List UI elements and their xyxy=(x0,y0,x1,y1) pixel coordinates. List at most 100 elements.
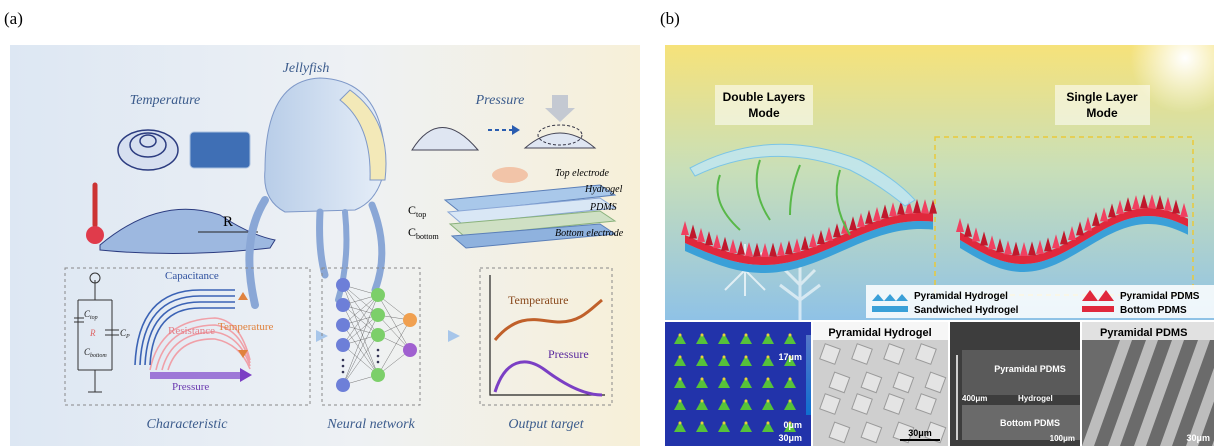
pressure-label: Pressure xyxy=(172,381,209,393)
resistance-curve xyxy=(149,317,251,371)
bottom-electrode xyxy=(450,223,617,249)
legend-swatch xyxy=(872,294,908,301)
c-bottom-label: Cbottom xyxy=(408,225,439,241)
nn-node xyxy=(336,318,350,332)
panel-label: (b) xyxy=(660,9,680,28)
pyramid xyxy=(1132,195,1140,210)
map-peak xyxy=(788,399,792,403)
map-pyramid xyxy=(718,421,730,432)
nn-edge xyxy=(377,294,411,351)
legend-label: Pyramidal Hydrogel xyxy=(914,291,1008,302)
r-label: R xyxy=(223,214,233,230)
hydrogel-strand xyxy=(835,169,851,236)
arrow-head xyxy=(512,125,520,135)
spiral-disc xyxy=(117,129,179,171)
pyramid xyxy=(761,242,769,257)
map-peak xyxy=(678,355,682,359)
pyramid xyxy=(1180,202,1188,217)
press-zone xyxy=(537,124,583,146)
pyramid xyxy=(1116,199,1124,214)
map-peak xyxy=(744,399,748,403)
map-pyramid xyxy=(740,355,752,366)
image-title-bg xyxy=(813,322,948,340)
pyramid xyxy=(825,226,833,241)
pyramid xyxy=(964,222,972,237)
pyramid xyxy=(905,199,913,214)
pressure-title: Pressure xyxy=(475,93,525,108)
pdms-ridge xyxy=(1108,340,1158,446)
map-pyramid xyxy=(740,333,752,344)
nn-node xyxy=(403,313,417,327)
panel-label: (a) xyxy=(4,9,23,28)
capacitance-curve xyxy=(149,307,235,366)
map-peak xyxy=(744,421,748,425)
pyramid xyxy=(793,238,801,253)
map-peak xyxy=(766,421,770,425)
temperature-label: Temperature xyxy=(218,321,274,333)
scale-bar: 30μm xyxy=(908,428,932,438)
pyramid-well xyxy=(851,393,873,415)
jellyfish-layer xyxy=(339,89,387,181)
pyramid-well xyxy=(860,421,883,444)
pdms-ridge xyxy=(1082,340,1132,446)
pyramid xyxy=(745,242,753,257)
pyramid xyxy=(785,240,793,255)
nn-edge xyxy=(342,294,379,326)
layer-text: Hydrogel xyxy=(1018,394,1053,403)
map-pyramid xyxy=(740,399,752,410)
tentacle xyxy=(368,201,386,294)
pyramid xyxy=(801,235,809,250)
layer-label: Bottom electrode xyxy=(555,228,624,239)
pyramid xyxy=(1052,234,1060,249)
pyramid xyxy=(881,204,889,219)
legend-label: Bottom PDMS xyxy=(1120,305,1187,316)
capacitor xyxy=(74,317,119,336)
nn-node xyxy=(403,343,417,357)
mode-label: Single Layer xyxy=(1066,90,1138,104)
capacitance-curve xyxy=(134,289,235,366)
nn-edge xyxy=(342,294,379,346)
pyramid xyxy=(956,218,964,232)
nn-edge xyxy=(342,314,379,346)
map-pyramid xyxy=(762,355,774,366)
bottom-layer xyxy=(685,221,933,273)
nn-node xyxy=(336,338,350,352)
map-pyramid xyxy=(718,377,730,388)
thickness-text: 400μm xyxy=(962,394,987,403)
map-peak xyxy=(678,333,682,337)
pdms-layer xyxy=(448,210,617,237)
tentacle xyxy=(245,196,269,309)
map-pyramid xyxy=(718,399,730,410)
map-pyramid xyxy=(762,399,774,410)
map-pyramid xyxy=(784,377,796,388)
map-peak xyxy=(766,399,770,403)
mode-label: Mode xyxy=(748,106,780,120)
nn-dot xyxy=(341,364,345,368)
pyramid xyxy=(1068,226,1076,241)
circuit-label: Ctop xyxy=(84,309,98,321)
nn-dot xyxy=(341,358,345,362)
pyramid xyxy=(996,238,1004,253)
pyramid xyxy=(1012,241,1020,256)
pyramid xyxy=(721,236,729,251)
bottom-layer xyxy=(962,405,1080,440)
spiral-ring xyxy=(139,134,157,148)
map-peak xyxy=(788,355,792,359)
flow-arrow xyxy=(448,330,460,342)
layer-label: Hydrogel xyxy=(584,184,623,195)
nn-dot xyxy=(376,354,380,358)
pyramid-well xyxy=(883,393,905,415)
caption: Neural network xyxy=(326,417,415,432)
thermometer-bulb xyxy=(86,226,104,244)
resistance-label: Resistance xyxy=(168,325,215,337)
pdms-ridge xyxy=(1186,367,1214,446)
pyramid xyxy=(1156,194,1164,209)
map-peak xyxy=(722,399,726,403)
nn-node xyxy=(371,328,385,342)
output-box xyxy=(479,267,613,406)
tentacle xyxy=(316,208,329,279)
map-pyramid xyxy=(696,399,708,410)
caption: Output target xyxy=(508,417,584,432)
legend-label: Pyramidal PDMS xyxy=(1120,291,1200,302)
